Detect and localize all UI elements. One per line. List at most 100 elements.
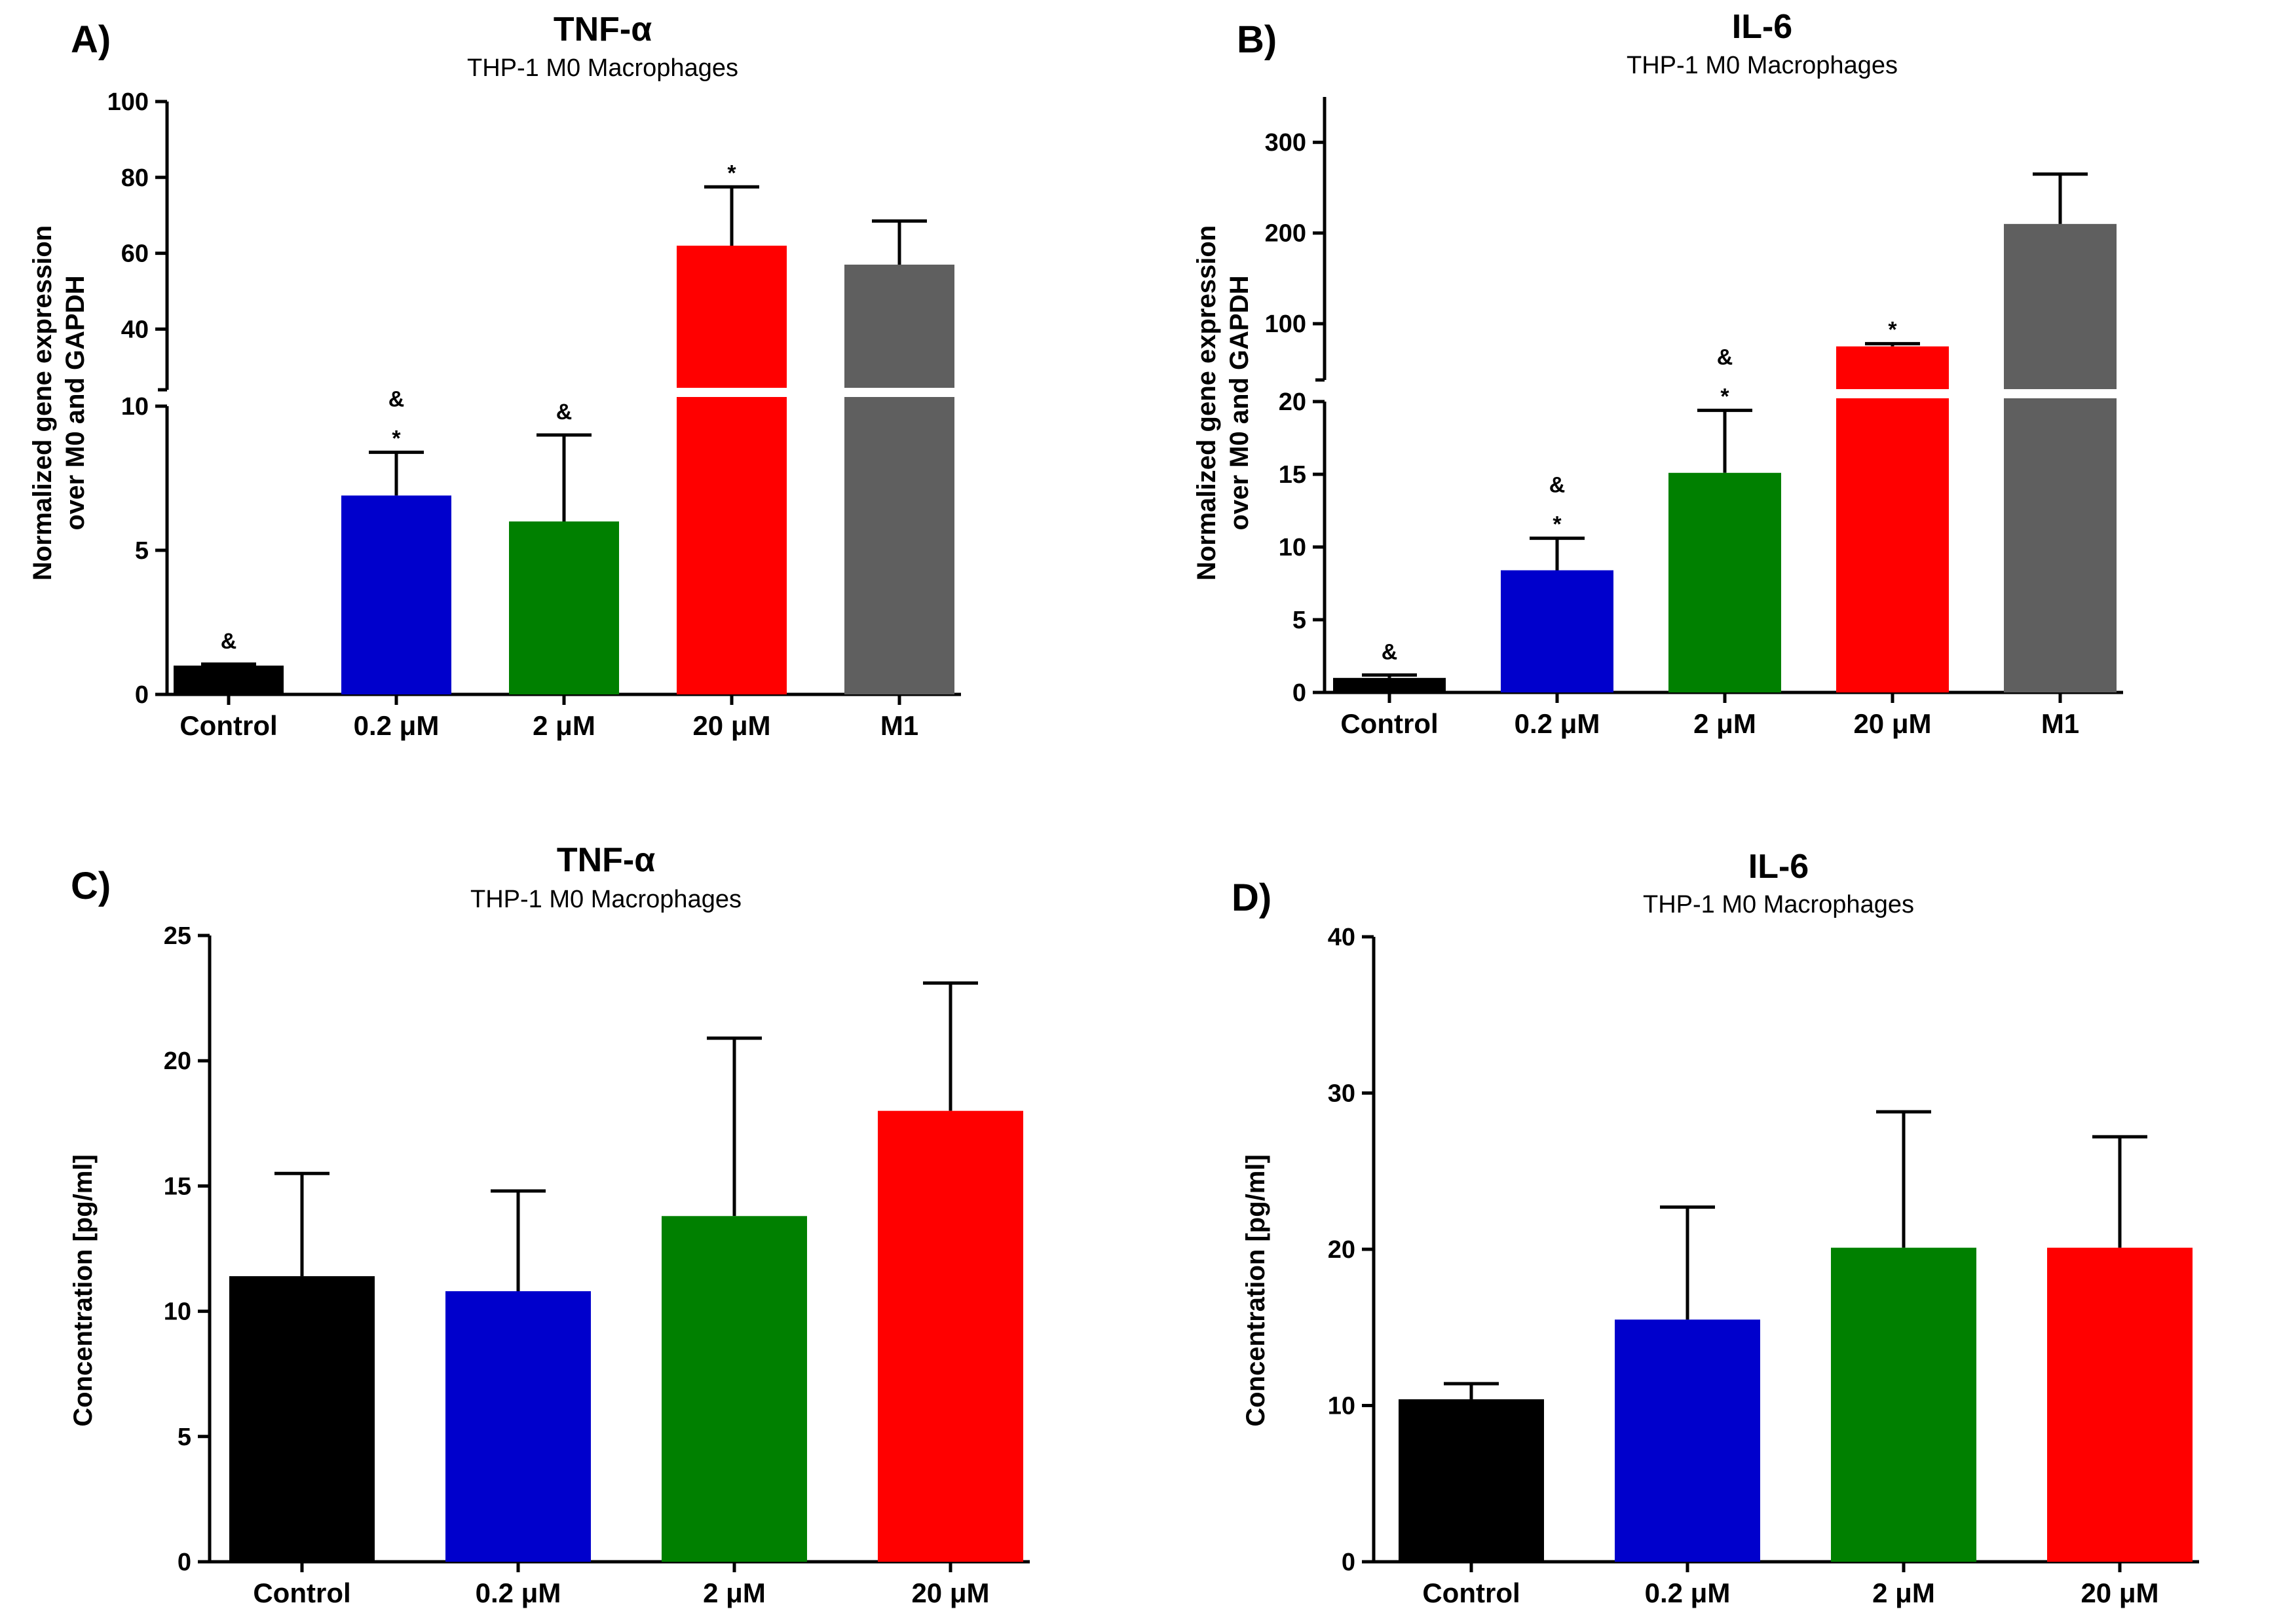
panel-d-title: IL-6 [1748, 848, 1809, 886]
panel-d-label: D) [1232, 877, 1271, 919]
y-tick-label: 80 [121, 164, 149, 192]
panel-c-plot: 0 5 10 15 20 25 Control 0.2 μM 2 μM 20 μM [164, 922, 1030, 1608]
bar-axis-break [675, 388, 788, 397]
panel-a-ylabel-line1: Normalized gene expression [28, 225, 57, 580]
x-tick-label: 20 μM [692, 710, 770, 741]
panel-a-ylabel: Normalized gene expression over M0 and G… [28, 225, 90, 580]
bar [1399, 1399, 1544, 1562]
y-tick-label: 0 [178, 1549, 191, 1576]
panel-a-plot: 0 5 10 40 60 80 100 Control & 0.2 μM * & 2 μM & 20 μM *… [107, 88, 961, 741]
significance-ampersand: & [1717, 345, 1733, 369]
significance-ampersand: & [388, 387, 405, 411]
significance-star: * [392, 426, 401, 451]
significance-star: * [1720, 384, 1729, 409]
significance-ampersand: & [556, 400, 573, 425]
bar [229, 1276, 375, 1562]
significance-ampersand: & [221, 629, 237, 654]
x-tick-label: Control [1422, 1577, 1520, 1608]
bar-axis-break [1835, 389, 1950, 398]
x-tick-label: 2 μM [703, 1577, 766, 1608]
y-tick-label: 10 [1328, 1393, 1355, 1420]
bar [445, 1291, 591, 1562]
significance-star: * [1888, 318, 1897, 343]
panel-d: D) IL-6 THP-1 M0 Macrophages Concentrati… [1232, 848, 2199, 1608]
bar [509, 521, 619, 694]
bar-axis-break [2003, 389, 2118, 398]
significance-ampersand: & [1549, 473, 1566, 498]
y-tick-label: 0 [135, 681, 149, 709]
y-tick-label: 10 [164, 1298, 191, 1326]
y-tick-label: 5 [1292, 607, 1306, 634]
x-tick-label: 2 μM [533, 710, 595, 741]
x-tick-label: M1 [2041, 708, 2079, 739]
panel-a-title: TNF-α [554, 10, 652, 48]
panel-b-title: IL-6 [1732, 8, 1792, 46]
panel-b-ylabel-line2: over M0 and GAPDH [1225, 276, 1254, 531]
y-tick-label: 20 [164, 1048, 191, 1075]
panel-b: B) IL-6 THP-1 M0 Macrophages Normalized … [1192, 8, 2123, 739]
x-tick-label: Control [1340, 708, 1438, 739]
significance-star: * [727, 161, 736, 185]
bar [174, 666, 284, 694]
y-tick-label: 100 [107, 88, 149, 116]
y-tick-label: 300 [1265, 129, 1306, 157]
x-tick-label: 0.2 μM [354, 710, 440, 741]
bar [878, 1110, 1023, 1562]
y-tick-label: 30 [1328, 1080, 1355, 1108]
panel-a-ylabel-line2: over M0 and GAPDH [61, 276, 90, 531]
bar [677, 246, 787, 694]
panel-d-ylabel: Concentration [pg/ml] [1241, 1154, 1270, 1427]
y-tick-label: 0 [1342, 1549, 1355, 1576]
y-tick-label: 200 [1265, 220, 1306, 248]
y-tick-label: 20 [1279, 388, 1306, 416]
y-tick-label: 20 [1328, 1236, 1355, 1264]
x-tick-label: 20 μM [1853, 708, 1931, 739]
panel-d-subtitle: THP-1 M0 Macrophages [1643, 891, 1914, 918]
bar [2004, 223, 2117, 692]
bar [1333, 677, 1446, 692]
bar [1836, 346, 1949, 692]
x-tick-label: 2 μM [1872, 1577, 1935, 1608]
y-tick-label: 25 [164, 922, 191, 950]
x-tick-label: 20 μM [2081, 1577, 2158, 1608]
y-tick-label: 10 [121, 393, 149, 421]
x-tick-label: M1 [880, 710, 918, 741]
panel-a-label: A) [71, 18, 111, 61]
bar [662, 1216, 807, 1562]
panel-b-ylabel: Normalized gene expression over M0 and G… [1192, 225, 1254, 580]
x-tick-label: Control [179, 710, 277, 741]
bar [2047, 1247, 2193, 1562]
x-tick-label: 0.2 μM [476, 1577, 561, 1608]
y-tick-label: 15 [164, 1173, 191, 1200]
y-tick-label: 0 [1292, 679, 1306, 707]
y-tick-label: 10 [1279, 534, 1306, 561]
y-tick-label: 15 [1279, 461, 1306, 489]
bar [844, 264, 954, 694]
bar [1668, 472, 1781, 692]
panel-c-subtitle: THP-1 M0 Macrophages [470, 886, 742, 913]
panel-c: C) TNF-α THP-1 M0 Macrophages Concentrat… [69, 841, 1030, 1608]
panel-c-ylabel: Concentration [pg/ml] [69, 1154, 98, 1427]
x-tick-label: 2 μM [1693, 708, 1756, 739]
y-tick-label: 40 [1328, 924, 1355, 951]
panel-a: A) TNF-α THP-1 M0 Macrophages Normalized… [28, 10, 961, 741]
bar [1501, 570, 1613, 692]
significance-star: * [1553, 512, 1562, 537]
panel-b-label: B) [1237, 18, 1277, 61]
x-tick-label: 0.2 μM [1645, 1577, 1731, 1608]
y-tick-label: 60 [121, 240, 149, 268]
panel-b-subtitle: THP-1 M0 Macrophages [1627, 52, 1898, 79]
x-tick-label: 20 μM [911, 1577, 989, 1608]
bar [1831, 1247, 1976, 1562]
y-tick-label: 5 [178, 1424, 191, 1451]
bar [341, 495, 451, 694]
bar-axis-break [843, 388, 956, 397]
x-tick-label: 0.2 μM [1515, 708, 1600, 739]
panel-c-label: C) [71, 865, 111, 907]
panel-a-subtitle: THP-1 M0 Macrophages [467, 54, 738, 82]
bar [1615, 1319, 1760, 1562]
x-tick-label: Control [253, 1577, 350, 1608]
panel-b-plot: 0 5 10 15 20 100 200 300 Control & 0.2 μM * & 2 μM * & 2… [1265, 97, 2123, 739]
significance-ampersand: & [1382, 639, 1398, 664]
